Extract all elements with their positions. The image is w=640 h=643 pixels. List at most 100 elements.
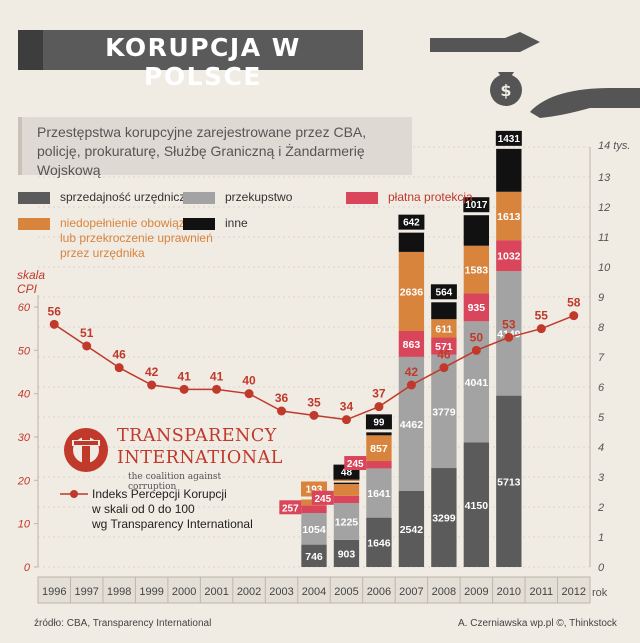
cpi-point <box>179 384 189 394</box>
cpi-value-label: 50 <box>470 330 484 344</box>
legend-swatch <box>18 218 50 230</box>
x-tick-label: 1997 <box>74 586 98 598</box>
bar-segment <box>463 442 490 567</box>
bar-label-group: 3779 <box>432 406 456 418</box>
cpi-value-label: 42 <box>145 365 159 379</box>
title-banner: KORUPCJA W POLSCE <box>43 30 363 91</box>
bar-segment <box>333 484 360 496</box>
bar-value-label: 863 <box>403 339 421 351</box>
hand-giving-icon <box>505 37 536 46</box>
bar-value-label: 5713 <box>497 476 521 488</box>
bar-segment <box>496 240 522 272</box>
cpi-value-label: 46 <box>112 348 126 362</box>
bar-segment <box>398 356 425 491</box>
bar-label-group: 1017 <box>463 197 490 213</box>
bar-label-group: 857 <box>370 443 388 455</box>
x-tick-label: 2011 <box>529 586 553 598</box>
cpi-value-label: 46 <box>437 348 451 362</box>
decoration: $ <box>430 32 640 118</box>
bar-value-label: 1054 <box>302 524 326 536</box>
bar-value-label: 611 <box>435 323 452 335</box>
bar-value-label: 903 <box>338 548 356 560</box>
cpi-value-label: 51 <box>80 326 94 340</box>
right-tick-label: 1 <box>598 532 604 544</box>
bar-value-label: 1646 <box>367 537 391 549</box>
cpi-point <box>49 319 59 329</box>
left-tick-label: 60 <box>18 302 31 314</box>
x-axis-band <box>37 576 591 604</box>
cpi-point <box>439 363 449 373</box>
cpi-point <box>341 415 351 425</box>
bar-value-label: 1613 <box>497 211 521 223</box>
bar-segment <box>431 354 457 469</box>
cpi-legend-line: Indeks Percepcji Korupcji <box>92 487 227 501</box>
bar-label-group: 564 <box>430 284 457 300</box>
bar-segment <box>431 337 457 355</box>
right-tick-label: 5 <box>598 412 605 424</box>
money-bag-icon <box>498 72 514 78</box>
footer-credit: A. Czerniawska wp.pl ©, Thinkstock <box>458 618 617 629</box>
legend-swatch <box>18 192 50 204</box>
subtitle: Przestępstwa korupcyjne zarejestrowane p… <box>37 124 367 178</box>
bar-segment <box>496 395 522 567</box>
subtitle-box: Przestępstwa korupcyjne zarejestrowane p… <box>18 117 412 178</box>
bar-value-label: 857 <box>370 443 388 455</box>
bar-label-box <box>495 130 522 146</box>
bar-label-box <box>398 214 425 230</box>
cpi-value-label: 42 <box>405 365 419 379</box>
left-axis-name-line: skala <box>17 268 46 282</box>
cpi-legend-dot <box>70 490 78 498</box>
dollar-icon: $ <box>500 81 511 100</box>
bar-segment <box>366 432 392 436</box>
money-bag-icon <box>490 74 522 106</box>
bar-value-label: 4462 <box>400 419 424 431</box>
bar-label-group: 1583 <box>465 264 489 276</box>
x-tick-label: 2001 <box>204 586 228 598</box>
bar-label-group: 1225 <box>335 517 359 529</box>
right-tick-label: 4 <box>598 442 604 454</box>
bar-segment <box>398 251 425 331</box>
left-tick-label: 10 <box>18 519 31 531</box>
cpi-value-label: 35 <box>307 395 321 409</box>
ti-tagline: the coalition against corruption <box>128 472 222 492</box>
bar-value-label: 245 <box>314 494 331 505</box>
legend-label: przekupstwo <box>225 190 293 204</box>
x-tick-label: 2012 <box>562 586 586 598</box>
bar-segment <box>398 490 425 567</box>
cpi-point <box>406 380 416 390</box>
bar-value-label: 48 <box>341 468 353 479</box>
bar-value-label: 2542 <box>400 524 424 536</box>
cpi-value-label: 53 <box>502 317 516 331</box>
bar-label-box <box>365 414 392 430</box>
bar-label-group: 99 <box>365 414 392 430</box>
bar-segment <box>463 215 490 246</box>
cpi-value-label: 55 <box>535 309 549 323</box>
bar-value-label: 1583 <box>465 264 489 276</box>
hand-giving-icon <box>430 32 540 52</box>
right-tick-label: 11 <box>598 232 609 244</box>
cpi-value-label: 40 <box>242 374 256 388</box>
cpi-point <box>244 389 254 399</box>
x-tick-label: 2009 <box>464 586 488 598</box>
cpi-point <box>309 410 319 420</box>
cpi-line: 56 51 46 42 41 41 40 36 35 34 37 42 46 50 53 55 58 <box>48 296 581 498</box>
bar-label-group: 1431 <box>495 130 522 146</box>
bar-segment <box>496 191 522 241</box>
bar-label-box <box>344 456 367 471</box>
bar-label-box <box>279 500 302 515</box>
bar-segment <box>496 148 522 192</box>
bar-value-label: 571 <box>435 341 453 353</box>
legend-label-line: przez urzędnika <box>60 246 145 260</box>
x-axis: 1996 1997 1998 1999 2000 2001 2002 2003 2004 2005… <box>37 576 591 604</box>
bar-value-label: 1431 <box>498 134 521 145</box>
x-tick-label: 1998 <box>107 586 131 598</box>
bar-value-label: 3779 <box>432 406 456 418</box>
x-tick-label: 1999 <box>139 586 163 598</box>
bar-label-group: 863 <box>403 339 421 351</box>
bar-label-group: 245 <box>311 490 334 505</box>
legend-swatch <box>346 192 378 204</box>
bar-label-group: 245 <box>344 456 367 471</box>
bar-label-box <box>430 284 457 300</box>
bar-value-label: 1017 <box>465 200 488 211</box>
